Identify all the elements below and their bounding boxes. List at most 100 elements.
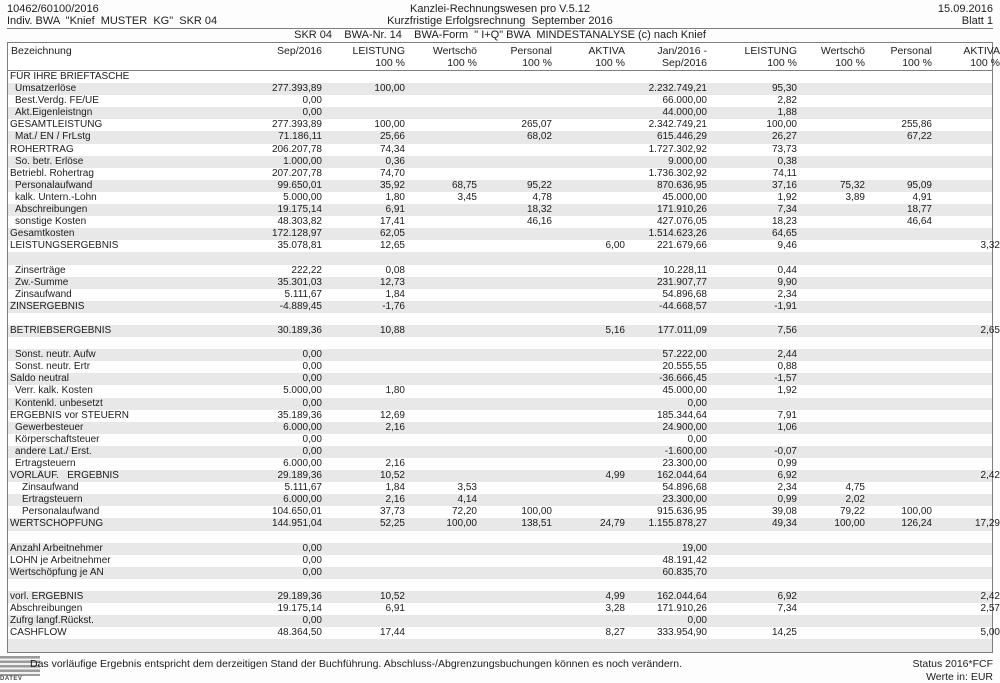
row-label: GESAMTLEISTUNG bbox=[10, 119, 103, 131]
row-label: Abschreibungen bbox=[15, 204, 88, 216]
row-value bbox=[553, 494, 626, 506]
row-value: 74,11 bbox=[772, 167, 797, 179]
table-header-row: Bezeichnung Sep/2016 LEISTUNG 100 % Wert… bbox=[8, 43, 1000, 71]
row-value bbox=[933, 615, 1000, 627]
row-value bbox=[553, 361, 626, 373]
row-value bbox=[406, 337, 478, 349]
row-label: So. betr. Erlöse bbox=[15, 155, 84, 167]
row-value bbox=[798, 567, 866, 579]
row-value bbox=[478, 410, 553, 422]
column-header-wertschoe-2: Wertschö 100 % bbox=[798, 45, 866, 70]
row-value bbox=[323, 252, 406, 264]
row-value: 3,45 bbox=[457, 191, 477, 203]
row-value: -1,57 bbox=[774, 373, 797, 385]
column-header-sub: 100 % bbox=[375, 57, 405, 69]
column-header-sub: 100 % bbox=[595, 57, 625, 69]
row-label bbox=[8, 313, 245, 325]
row-value: 333.954,90 bbox=[656, 627, 707, 639]
row-value bbox=[478, 313, 553, 325]
row-value bbox=[866, 639, 933, 651]
row-value bbox=[866, 95, 933, 107]
row-value bbox=[553, 385, 626, 397]
row-value bbox=[798, 277, 866, 289]
row-value bbox=[553, 531, 626, 543]
row-label bbox=[8, 252, 245, 264]
row-value: 68,75 bbox=[451, 179, 477, 191]
row-value bbox=[553, 131, 626, 143]
row-label: WERTSCHÖPFUNG bbox=[10, 518, 104, 530]
table-row: FÜR IHRE BRIEFTASCHE bbox=[8, 71, 992, 83]
row-value: 5,00 bbox=[980, 627, 1000, 639]
row-value: 162.044,64 bbox=[656, 470, 707, 482]
row-label: Zufrg langf.Rückst. bbox=[10, 615, 94, 627]
row-value bbox=[478, 446, 553, 458]
row-value: 99.650,01 bbox=[277, 179, 323, 191]
page-footer: DATEV Das vorläufige Ergebnis entspricht… bbox=[0, 653, 993, 683]
table-row: LEISTUNGSERGEBNIS 35.078,81 12,65 6,00 221.6… bbox=[8, 240, 1000, 252]
row-value: 48.191,42 bbox=[662, 554, 708, 566]
row-value bbox=[866, 434, 933, 446]
row-value: 1,84 bbox=[385, 288, 405, 300]
row-value: 60.835,70 bbox=[662, 566, 708, 578]
row-value bbox=[478, 567, 553, 579]
row-value: 35,92 bbox=[379, 179, 405, 191]
row-value: -1,91 bbox=[774, 300, 797, 312]
row-label: Sonst. neutr. Ertr bbox=[15, 361, 91, 373]
row-value bbox=[933, 446, 1000, 458]
row-value bbox=[406, 325, 478, 337]
table-body: FÜR IHRE BRIEFTASCHE Umsatzerlöse 277.393,… bbox=[8, 71, 1000, 652]
row-value: 2,82 bbox=[777, 95, 797, 107]
row-value bbox=[478, 470, 553, 482]
row-value bbox=[708, 252, 798, 264]
row-value bbox=[798, 373, 866, 385]
row-value bbox=[406, 349, 478, 361]
row-value bbox=[933, 482, 1000, 494]
table-row: So. betr. Erlöse 1.000,00 0,36 9.000,00 0,38 bbox=[8, 155, 992, 168]
row-value bbox=[933, 119, 1000, 131]
row-value bbox=[866, 482, 933, 494]
table-row: Akt.Eigenleistngn 0,00 44.000,00 1,88 bbox=[8, 107, 992, 120]
row-value: 2,16 bbox=[385, 421, 405, 433]
column-header-jan-sep: Jan/2016 - Sep/2016 bbox=[626, 45, 708, 70]
row-value: 29.189,36 bbox=[277, 470, 323, 482]
report-date: 15.09.2016 bbox=[937, 3, 993, 15]
row-label: VORLÄUF. ERGEBNIS bbox=[10, 470, 119, 482]
row-value: 162.044,64 bbox=[656, 591, 707, 603]
row-value: 207.207,78 bbox=[271, 167, 322, 179]
row-value bbox=[406, 385, 478, 397]
row-value: 12,73 bbox=[379, 276, 405, 288]
row-value: 172.128,97 bbox=[271, 228, 322, 240]
row-value bbox=[478, 95, 553, 107]
row-value bbox=[866, 313, 933, 325]
column-header-personal-2: Personal 100 % bbox=[866, 45, 933, 70]
row-value: -4.889,45 bbox=[279, 300, 322, 312]
row-value: 74,70 bbox=[379, 167, 405, 179]
row-value: 2,16 bbox=[385, 494, 405, 506]
row-value: 1,06 bbox=[777, 421, 797, 433]
table-spacer-row bbox=[8, 531, 992, 543]
row-value bbox=[553, 168, 626, 180]
row-value: 0,08 bbox=[385, 264, 405, 276]
row-value bbox=[708, 555, 798, 567]
row-value bbox=[798, 265, 866, 277]
row-label: FÜR IHRE BRIEFTASCHE bbox=[10, 71, 130, 82]
row-value: 6.000,00 bbox=[283, 494, 322, 506]
row-value bbox=[866, 325, 933, 337]
row-value bbox=[553, 373, 626, 385]
row-value: 100,00 bbox=[521, 506, 552, 518]
client-number: 10462/60100/2016 bbox=[7, 3, 99, 15]
row-value bbox=[866, 71, 933, 83]
row-value: 2,65 bbox=[980, 324, 1000, 336]
row-value: 277.393,89 bbox=[271, 119, 322, 131]
row-value bbox=[406, 639, 478, 651]
row-value bbox=[478, 252, 553, 264]
row-value bbox=[798, 603, 866, 615]
row-value bbox=[708, 567, 798, 579]
row-value: 0,44 bbox=[777, 264, 797, 276]
row-label: Saldo neutral bbox=[10, 373, 69, 385]
table-row: GESAMTLEISTUNG 277.393,89 100,00 265,07 2.34… bbox=[8, 119, 992, 131]
row-value bbox=[406, 83, 478, 95]
row-value bbox=[478, 591, 553, 603]
row-value bbox=[406, 265, 478, 277]
row-value bbox=[933, 131, 1000, 143]
